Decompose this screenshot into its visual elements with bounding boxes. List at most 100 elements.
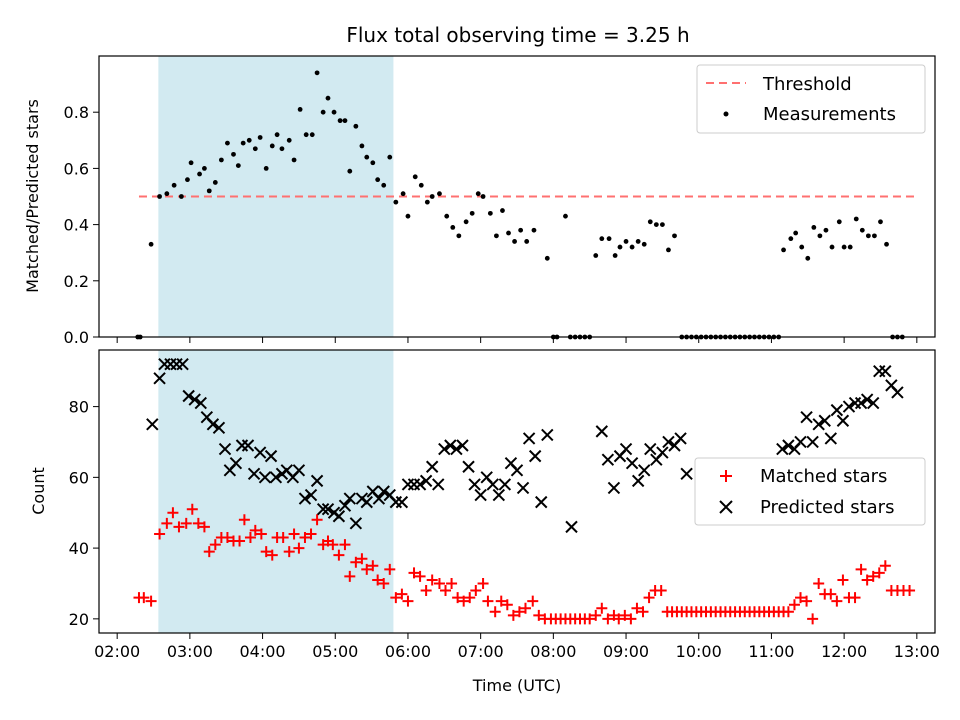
x-tick-label: 11:00 bbox=[748, 642, 794, 661]
matched-stars-legend-label: Matched stars bbox=[760, 466, 887, 487]
predicted-star-point bbox=[188, 393, 201, 406]
measurement-point bbox=[823, 227, 829, 233]
matched-star-point bbox=[238, 514, 250, 526]
predicted-star-point bbox=[247, 467, 261, 481]
measurement-point bbox=[274, 132, 280, 138]
matched-star-point bbox=[464, 592, 476, 604]
matched-star-point bbox=[145, 595, 157, 607]
measurement-point bbox=[188, 160, 194, 166]
measurement-point bbox=[424, 199, 430, 205]
measurement-point bbox=[450, 225, 456, 230]
measurement-point bbox=[185, 177, 190, 183]
predicted-star-point bbox=[229, 456, 243, 470]
measurement-point bbox=[418, 182, 424, 188]
measurement-point bbox=[297, 106, 303, 112]
matched-star-point bbox=[221, 531, 233, 543]
measurement-point bbox=[487, 210, 493, 216]
matched-star-point bbox=[288, 528, 300, 540]
matched-star-point bbox=[344, 570, 356, 582]
matched-star-point bbox=[260, 546, 272, 558]
measurement-point bbox=[506, 230, 511, 236]
measurement-point bbox=[353, 123, 359, 129]
measurement-point bbox=[359, 143, 365, 149]
measurement-point bbox=[623, 239, 629, 244]
measurement-point bbox=[342, 118, 348, 124]
matched-star-point bbox=[367, 560, 379, 572]
measurement-point bbox=[781, 247, 786, 253]
bottom-series-matched-stars bbox=[133, 503, 916, 625]
measurement-point bbox=[325, 95, 331, 101]
matched-star-point bbox=[333, 549, 345, 561]
matched-star-point bbox=[879, 560, 891, 572]
matched-star-point bbox=[801, 595, 813, 607]
matched-star-point bbox=[414, 570, 426, 582]
x-tick-label: 13:00 bbox=[894, 642, 940, 661]
matched-star-point bbox=[507, 609, 519, 621]
measurement-point bbox=[817, 233, 823, 239]
measurement-point bbox=[841, 244, 847, 250]
matched-star-point bbox=[203, 546, 215, 558]
predicted-star-point bbox=[182, 389, 195, 403]
predicted-star-point bbox=[321, 502, 335, 516]
measurement-point bbox=[641, 241, 647, 247]
x-tick-label: 07:00 bbox=[458, 642, 504, 661]
measurement-point bbox=[617, 244, 623, 250]
x-axis-label: Time (UTC) bbox=[472, 676, 561, 695]
predicted-star-point bbox=[867, 396, 880, 410]
predicted-star-point bbox=[854, 396, 868, 410]
predicted-star-point bbox=[444, 439, 457, 452]
top-legend: Threshold Measurements bbox=[696, 64, 926, 134]
measurement-point bbox=[544, 255, 550, 261]
measurement-point bbox=[793, 230, 799, 236]
measurement-point bbox=[405, 213, 411, 219]
measurement-point bbox=[612, 253, 618, 258]
matched-star-point bbox=[350, 556, 362, 568]
measurement-point bbox=[480, 194, 486, 199]
predicted-star-point bbox=[372, 492, 386, 505]
matched-star-point bbox=[631, 602, 643, 614]
predicted-star-point bbox=[631, 474, 645, 488]
measurement-point bbox=[500, 208, 505, 213]
measurement-point bbox=[872, 233, 877, 239]
top-axis-ticks: 0.0 0.2 0.4 0.6 0.8 bbox=[64, 103, 918, 347]
predicted-star-point bbox=[360, 495, 373, 509]
predicted-star-point bbox=[619, 442, 633, 456]
measurement-point bbox=[337, 118, 343, 124]
predicted-star-point bbox=[824, 432, 838, 445]
predicted-star-point bbox=[644, 442, 657, 456]
matched-star-point bbox=[613, 613, 625, 625]
matched-star-point bbox=[372, 574, 384, 586]
measurement-point bbox=[463, 219, 469, 225]
predicted-star-point bbox=[522, 432, 536, 445]
measurement-point bbox=[606, 236, 612, 242]
predicted-star-point bbox=[486, 478, 499, 491]
predicted-star-point bbox=[258, 471, 272, 484]
predicted-star-point bbox=[253, 446, 267, 459]
predicted-star-point bbox=[541, 428, 554, 442]
measurement-point bbox=[252, 146, 258, 152]
matched-star-point bbox=[384, 563, 396, 575]
matched-star-point bbox=[861, 574, 873, 586]
top-plot-frame bbox=[98, 55, 936, 338]
matched-star-point bbox=[619, 609, 631, 621]
predicted-star-point bbox=[794, 435, 807, 449]
top-legend-box bbox=[696, 64, 926, 134]
predicted-star-point bbox=[528, 449, 542, 463]
x-tick-label: 03:00 bbox=[167, 642, 213, 661]
matched-star-point bbox=[167, 507, 179, 519]
predicted-star-point bbox=[450, 442, 463, 456]
x-tick-label: 05:00 bbox=[312, 642, 358, 661]
matched-star-point bbox=[361, 563, 373, 575]
measurement-point bbox=[206, 188, 212, 194]
measurement-point bbox=[512, 239, 517, 244]
matched-star-point bbox=[855, 563, 867, 575]
x-tick-label: 02:00 bbox=[94, 642, 140, 661]
bottom-series-predicted-stars bbox=[146, 357, 904, 534]
matched-star-point bbox=[482, 595, 494, 607]
measurement-point bbox=[387, 154, 393, 160]
measurement-point bbox=[291, 157, 297, 163]
predicted-star-point bbox=[656, 446, 669, 459]
measurement-point bbox=[653, 222, 659, 228]
predicted-star-point bbox=[153, 372, 166, 385]
top-y-axis-label: Matched/Predicted stars bbox=[23, 99, 42, 293]
